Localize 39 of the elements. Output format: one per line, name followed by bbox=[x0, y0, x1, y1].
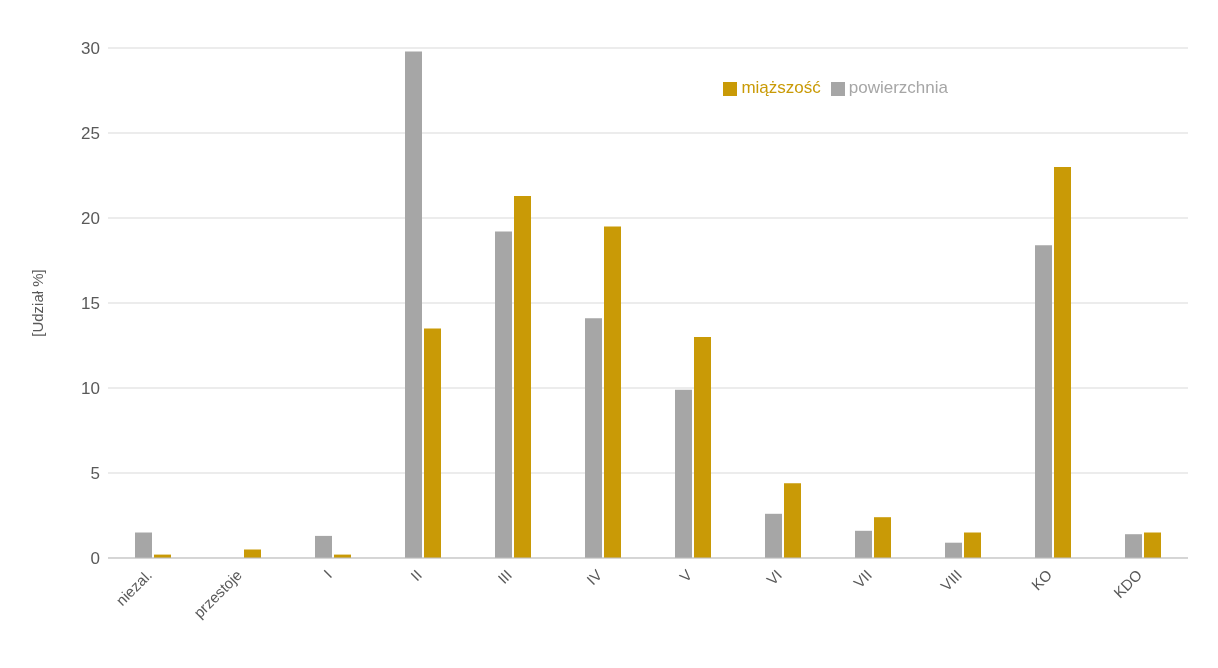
bar bbox=[784, 483, 801, 558]
bar bbox=[405, 51, 422, 558]
bar bbox=[694, 337, 711, 558]
y-tick-label: 10 bbox=[81, 379, 100, 399]
x-tick-label: II bbox=[407, 566, 426, 585]
bar bbox=[585, 318, 602, 558]
bar bbox=[874, 517, 891, 558]
y-tick-label: 5 bbox=[90, 464, 100, 484]
y-tick-label: 15 bbox=[81, 294, 100, 314]
legend-label: miąższość bbox=[741, 78, 821, 97]
x-tick-label: VI bbox=[763, 566, 786, 589]
bar bbox=[514, 195, 531, 558]
y-axis-title: [Udział %] bbox=[29, 269, 47, 337]
x-tick-label: V bbox=[676, 566, 696, 586]
x-tick-label: III bbox=[494, 566, 516, 587]
bar bbox=[675, 389, 692, 558]
x-tick-label: VII bbox=[850, 566, 876, 592]
x-tick-label: KO bbox=[1027, 566, 1056, 594]
x-tick-label: I bbox=[320, 566, 336, 582]
bar bbox=[1125, 534, 1142, 558]
legend-label: powierzchnia bbox=[848, 78, 948, 97]
x-tick-label: IV bbox=[583, 566, 606, 589]
bar bbox=[1035, 245, 1052, 558]
bar bbox=[964, 532, 981, 558]
bar bbox=[315, 535, 332, 558]
bar bbox=[855, 530, 872, 558]
bar bbox=[495, 231, 512, 558]
bar bbox=[1144, 532, 1161, 558]
y-tick-label: 20 bbox=[81, 209, 100, 229]
bar bbox=[765, 513, 782, 558]
x-tick-label: VIII bbox=[937, 566, 966, 595]
y-tick-label: 0 bbox=[90, 549, 100, 569]
y-tick-label: 25 bbox=[81, 124, 100, 144]
bar bbox=[1054, 167, 1071, 558]
bar bbox=[604, 226, 621, 558]
bar bbox=[945, 542, 962, 558]
y-tick-label: 30 bbox=[81, 39, 100, 59]
bar bbox=[135, 532, 152, 558]
bar bbox=[424, 328, 441, 558]
